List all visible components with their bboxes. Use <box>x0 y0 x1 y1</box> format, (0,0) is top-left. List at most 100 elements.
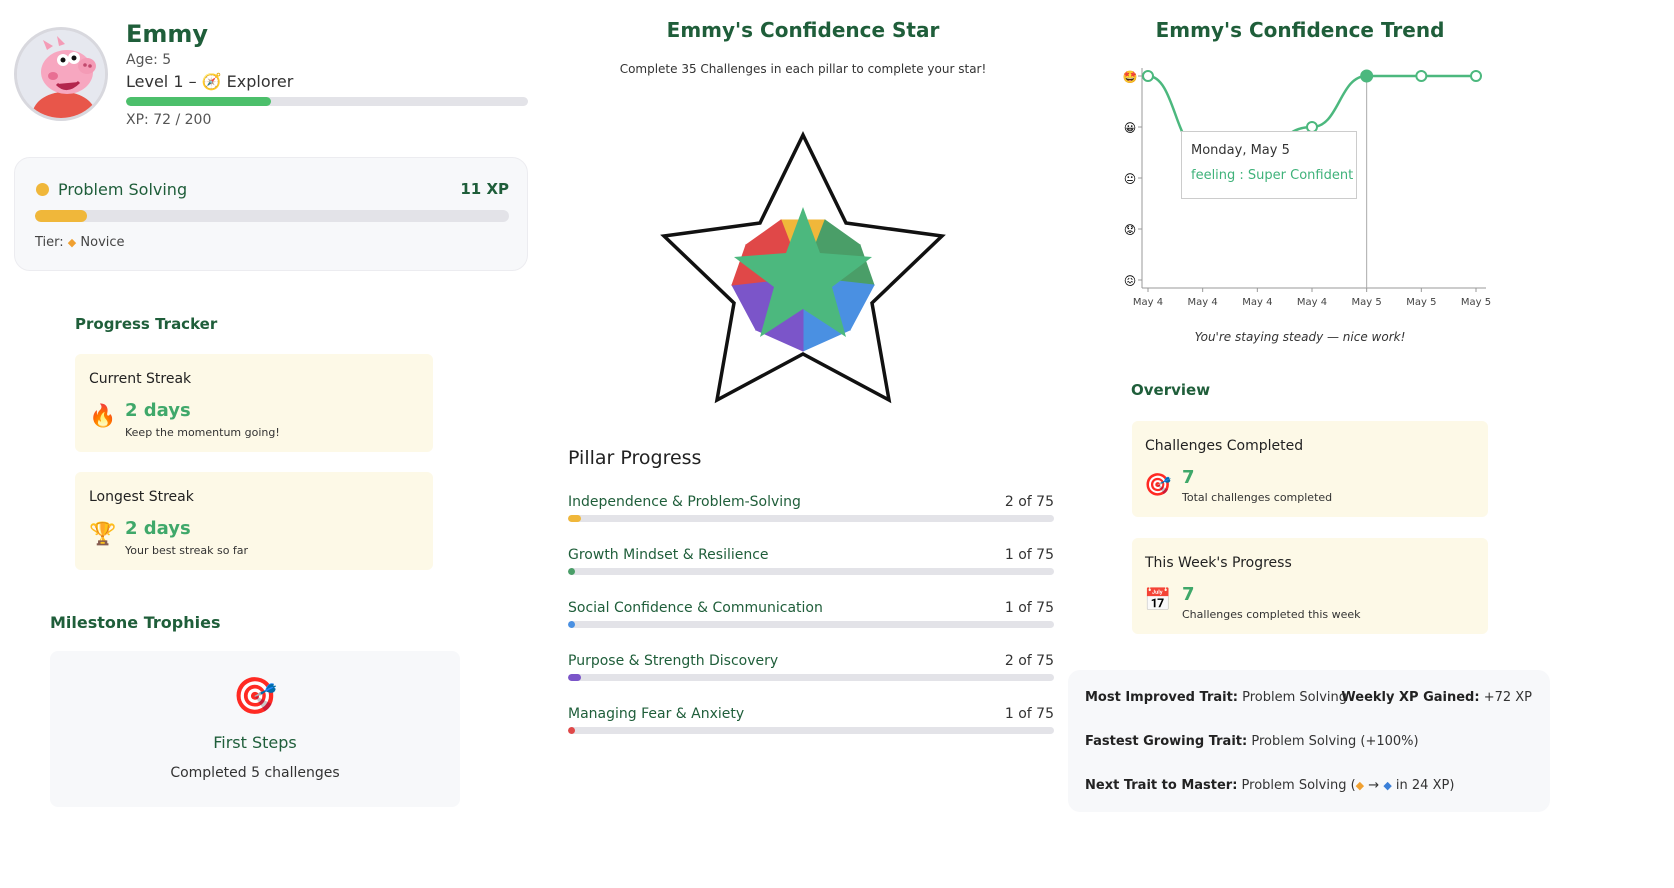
longest-streak-card: Longest Streak 🏆 2 days Your best streak… <box>75 472 433 570</box>
longest-streak-title: Longest Streak <box>89 489 194 505</box>
pillar-progress-bar <box>568 621 1054 628</box>
milestone-desc: Completed 5 challenges <box>170 765 340 781</box>
pillar-progress-bar <box>568 727 1054 734</box>
pillar-row: Purpose & Strength Discovery 2 of 75 <box>568 653 1054 681</box>
pillar-row: Independence & Problem-Solving 2 of 75 <box>568 494 1054 522</box>
week-sub: Challenges completed this week <box>1182 608 1361 621</box>
star-outline <box>660 131 946 404</box>
next-trait-post: in 24 XP) <box>1391 778 1455 793</box>
pillar-name: Growth Mindset & Resilience <box>568 547 769 563</box>
trend-point <box>1415 70 1428 82</box>
trend-title: Emmy's Confidence Trend <box>1155 18 1445 42</box>
y-tick-label: 😟 <box>1124 223 1137 237</box>
tier-label: Tier: <box>35 235 64 250</box>
tooltip-date: Monday, May 5 <box>1191 143 1290 158</box>
next-trait-label: Next Trait to Master: <box>1085 778 1238 793</box>
x-tick-label: May 4 <box>1297 297 1327 308</box>
pillar-row: Growth Mindset & Resilience 1 of 75 <box>568 547 1054 575</box>
star-title: Emmy's Confidence Star <box>666 18 940 42</box>
y-tick-label: 😀 <box>1124 121 1137 135</box>
pillar-name: Social Confidence & Communication <box>568 600 823 616</box>
pillar-count: 2 of 75 <box>1004 494 1054 510</box>
x-tick-label: May 5 <box>1406 297 1436 308</box>
trait-tier: Tier: ◆ Novice <box>35 235 125 250</box>
milestone-name: First Steps <box>213 733 297 752</box>
fastest-value: Problem Solving (+100%) <box>1251 734 1419 749</box>
pillar-count: 2 of 75 <box>1004 653 1054 669</box>
x-tick-label: May 4 <box>1133 297 1163 308</box>
pillar-progress-bar <box>568 515 1054 522</box>
week-value: 7 <box>1182 584 1195 605</box>
pillar-name: Managing Fear & Anxiety <box>568 706 745 722</box>
fastest-label: Fastest Growing Trait: <box>1085 734 1248 749</box>
pillar-row: Social Confidence & Communication 1 of 75 <box>568 600 1054 628</box>
trait-progress-bar <box>35 210 509 222</box>
pillar-count: 1 of 75 <box>1004 547 1054 563</box>
fastest-row: Fastest Growing Trait: Problem Solving (… <box>1085 734 1419 749</box>
longest-streak-value: 2 days <box>125 518 191 539</box>
xp-text: XP: 72 / 200 <box>126 112 212 128</box>
pillar-row: Managing Fear & Anxiety 1 of 75 <box>568 706 1054 734</box>
star-subtitle: Complete 35 Challenges in each pillar to… <box>619 62 987 76</box>
pillar-name: Independence & Problem-Solving <box>568 494 801 510</box>
pillar-name: Purpose & Strength Discovery <box>568 653 779 669</box>
xp-progress-bar <box>126 97 528 106</box>
chart-tooltip: Monday, May 5 feeling : Super Confident <box>1181 131 1357 199</box>
child-name: Emmy <box>126 20 209 48</box>
challenges-card: Challenges Completed 🎯 7 Total challenge… <box>1132 421 1488 517</box>
tooltip-value: feeling : Super Confident <box>1191 168 1354 183</box>
y-tick-label: 😐 <box>1124 172 1137 186</box>
progress-tracker-title: Progress Tracker <box>75 315 218 333</box>
trend-point <box>1142 70 1154 82</box>
current-streak-sub: Keep the momentum going! <box>125 426 280 439</box>
next-trait-row: Next Trait to Master: Problem Solving ( ◆… <box>1085 778 1454 793</box>
arrow-right-icon: → <box>1368 778 1380 793</box>
trophy-icon: 🏆 <box>89 522 117 547</box>
challenges-value: 7 <box>1182 467 1195 488</box>
x-tick-label: May 5 <box>1461 297 1491 308</box>
week-title: This Week's Progress <box>1145 555 1292 571</box>
trait-label: Problem Solving <box>58 180 188 199</box>
current-streak-title: Current Streak <box>89 371 192 387</box>
star-core <box>734 207 872 337</box>
pillar-progress-title: Pillar Progress <box>568 447 702 469</box>
most-improved-row: Most Improved Trait: Problem Solving <box>1085 690 1347 705</box>
most-improved-label: Most Improved Trait: <box>1085 690 1238 705</box>
most-improved-value: Problem Solving <box>1242 690 1348 705</box>
child-age: Age: 5 <box>126 52 172 68</box>
longest-streak-sub: Your best streak so far <box>125 544 249 557</box>
child-level: Level 1 – 🧭 Explorer <box>126 72 294 91</box>
calendar-icon: 📅 <box>1144 588 1172 613</box>
x-tick-label: May 5 <box>1352 297 1382 308</box>
milestone-card[interactable]: 🎯 First Steps Completed 5 challenges <box>50 651 460 807</box>
x-tick-label: May 4 <box>1188 297 1218 308</box>
pillar-progress-bar <box>568 568 1054 575</box>
avatar <box>14 27 108 121</box>
challenges-sub: Total challenges completed <box>1182 491 1333 504</box>
y-tick-label: 🤩 <box>1123 70 1138 84</box>
target-icon: 🎯 <box>232 676 278 717</box>
weekly-xp-row: Weekly XP Gained: +72 XP <box>1341 690 1532 705</box>
fire-icon: 🔥 <box>89 404 117 429</box>
next-trait-pre: Problem Solving ( <box>1241 778 1356 793</box>
trait-xp: 11 XP <box>460 180 509 198</box>
trait-dot-icon <box>36 183 49 196</box>
current-streak-value: 2 days <box>125 400 191 421</box>
blue-diamond-icon: ◆ <box>1383 779 1392 792</box>
pillar-count: 1 of 75 <box>1004 706 1054 722</box>
weekly-xp-label: Weekly XP Gained: <box>1341 690 1480 705</box>
current-streak-card: Current Streak 🔥 2 days Keep the momentu… <box>75 354 433 452</box>
x-tick-label: May 4 <box>1242 297 1272 308</box>
milestone-title: Milestone Trophies <box>50 613 221 632</box>
trait-card[interactable]: Problem Solving 11 XP Tier: ◆ Novice <box>14 157 528 271</box>
pillar-progress-bar <box>568 674 1054 681</box>
trend-point <box>1360 69 1374 83</box>
confidence-star <box>660 131 946 404</box>
target-icon: 🎯 <box>1144 473 1172 498</box>
diamond-icon: ◆ <box>67 236 77 249</box>
challenges-title: Challenges Completed <box>1145 438 1304 454</box>
trend-caption: You're staying steady — nice work! <box>1194 330 1406 344</box>
overview-title: Overview <box>1131 381 1211 399</box>
tier-value: Novice <box>80 235 125 250</box>
pillar-count: 1 of 75 <box>1004 600 1054 616</box>
